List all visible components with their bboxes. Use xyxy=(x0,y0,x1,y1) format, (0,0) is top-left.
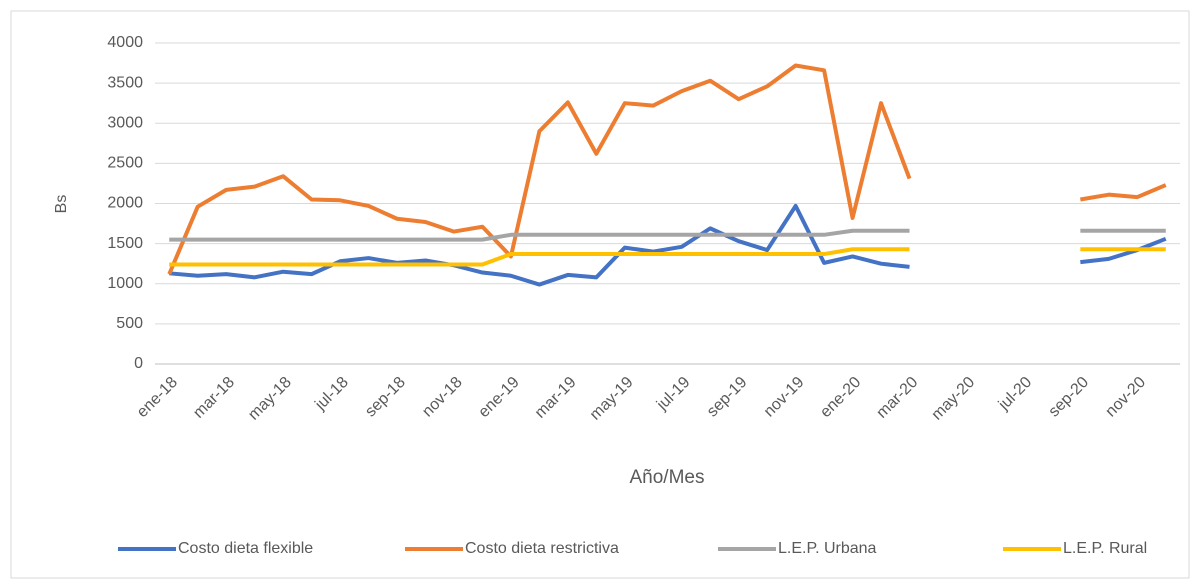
y-tick-label: 500 xyxy=(116,315,143,332)
y-tick-label: 1500 xyxy=(107,235,143,252)
y-tick-label: 3500 xyxy=(107,74,143,91)
legend-label: Costo dieta flexible xyxy=(178,540,313,557)
y-tick-label: 4000 xyxy=(107,34,143,51)
line-series xyxy=(169,203,1167,287)
chart-border xyxy=(10,10,1190,579)
legend-label: L.E.P. Rural xyxy=(1063,540,1147,557)
y-tick-label: 1000 xyxy=(107,275,143,292)
legend-label: Costo dieta restrictiva xyxy=(465,540,619,557)
y-tick-label: 2500 xyxy=(107,155,143,172)
line-series xyxy=(169,247,1166,267)
y-tick-label: 3000 xyxy=(107,114,143,131)
line-series xyxy=(169,228,1166,242)
line-series xyxy=(167,63,1167,275)
y-tick-label: 2000 xyxy=(107,195,143,212)
y-tick-label: 0 xyxy=(134,355,143,372)
legend-label: L.E.P. Urbana xyxy=(778,540,877,557)
x-axis-title: Año/Mes xyxy=(630,467,705,488)
y-axis-title: Bs xyxy=(53,195,70,214)
